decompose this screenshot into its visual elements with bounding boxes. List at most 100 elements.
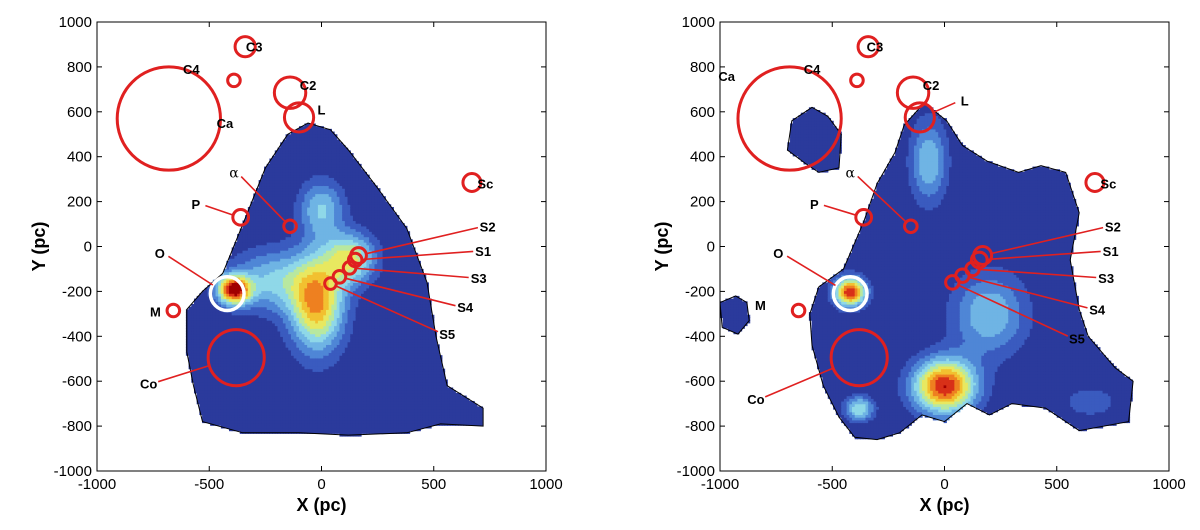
contour-cell — [277, 341, 281, 345]
contour-cell — [202, 411, 206, 416]
contour-cell — [325, 139, 330, 143]
contour-cell — [280, 255, 284, 259]
contour-cell — [264, 328, 268, 332]
contour-cell — [193, 382, 198, 386]
contour-cell — [272, 422, 276, 426]
contour-cell — [317, 409, 322, 413]
contour-cell — [285, 357, 289, 362]
contour-cell — [274, 169, 279, 173]
contour-cell — [280, 330, 284, 335]
contour-cell — [312, 417, 316, 421]
contour-cell — [312, 409, 316, 413]
contour-cell — [223, 301, 227, 305]
contour-cell — [220, 371, 225, 375]
contour-cell — [204, 336, 209, 340]
contour-cell — [304, 306, 308, 310]
contour-cell — [258, 317, 262, 321]
contour-cell — [247, 347, 252, 351]
contour-cell — [245, 225, 249, 230]
contour-cell — [299, 411, 303, 416]
contour-cell — [277, 417, 281, 421]
contour-cell — [317, 136, 322, 141]
contour-cell — [328, 201, 332, 205]
contour-cell — [269, 217, 273, 222]
contour-cell — [304, 320, 308, 324]
contour-cell — [334, 196, 338, 200]
contour-cell — [290, 242, 295, 246]
contour-cell — [237, 293, 241, 297]
contour-cell — [282, 287, 287, 292]
contour-cell — [247, 317, 252, 321]
contour-cell — [296, 236, 300, 240]
contour-cell — [339, 255, 343, 259]
contour-cell — [317, 411, 322, 416]
contour-cell — [307, 139, 311, 143]
contour-cell — [296, 150, 300, 154]
contour-cell — [226, 398, 230, 402]
contour-cell — [296, 136, 300, 141]
contour-cell — [282, 212, 287, 216]
contour-cell — [210, 403, 214, 407]
contour-cell — [296, 387, 300, 391]
contour-cell — [247, 417, 252, 421]
contour-cell — [304, 236, 308, 240]
contour-cell — [229, 374, 233, 378]
contour-cell — [253, 268, 257, 273]
contour-cell — [307, 128, 311, 133]
contour-cell — [204, 325, 209, 329]
contour-cell — [299, 298, 303, 302]
contour-cell — [299, 271, 303, 275]
contour-cell — [328, 395, 332, 399]
contour-cell — [237, 252, 241, 257]
contour-cell — [258, 220, 262, 224]
contour-cell — [188, 344, 192, 348]
contour-cell — [255, 422, 260, 426]
contour-cell — [250, 271, 254, 275]
contour-cell — [315, 295, 319, 300]
contour-cell — [309, 417, 314, 421]
contour-cell — [250, 293, 254, 297]
contour-cell — [312, 422, 316, 426]
contour-cell — [304, 287, 308, 292]
contour-cell — [331, 188, 335, 192]
contour-cell — [312, 134, 316, 138]
contour-cell — [277, 260, 281, 265]
contour-cell — [296, 414, 300, 418]
contour-cell — [331, 330, 335, 335]
contour-cell — [261, 328, 265, 332]
contour-cell — [312, 341, 316, 345]
contour-cell — [250, 390, 254, 394]
contour-cell — [218, 411, 222, 416]
contour-cell — [239, 314, 244, 319]
contour-cell — [317, 419, 322, 424]
contour-cell — [309, 306, 314, 310]
contour-cell — [193, 298, 198, 302]
contour-cell — [237, 242, 241, 246]
contour-cell — [288, 411, 292, 416]
contour-cell — [193, 357, 198, 362]
contour-cell — [293, 217, 297, 222]
contour-cell — [290, 142, 295, 146]
contour-cell — [293, 322, 297, 327]
contour-cell — [309, 336, 314, 340]
contour-cell — [226, 344, 230, 348]
contour-cell — [188, 309, 192, 313]
contour-cell — [290, 266, 295, 270]
contour-cell — [253, 252, 257, 257]
contour-cell — [191, 325, 195, 329]
contour-cell — [299, 228, 303, 232]
contour-cell — [218, 403, 222, 407]
contour-cell — [204, 403, 209, 407]
contour-cell — [223, 328, 227, 332]
contour-cell — [239, 236, 244, 240]
contour-cell — [290, 341, 295, 345]
contour-cell — [325, 153, 330, 157]
contour-cell — [301, 414, 306, 418]
contour-cell — [323, 231, 327, 235]
contour-cell — [215, 325, 219, 329]
contour-cell — [285, 317, 289, 321]
contour-cell — [288, 430, 292, 434]
contour-cell — [290, 290, 295, 294]
contour-cell — [247, 395, 252, 399]
contour-cell — [277, 247, 281, 251]
